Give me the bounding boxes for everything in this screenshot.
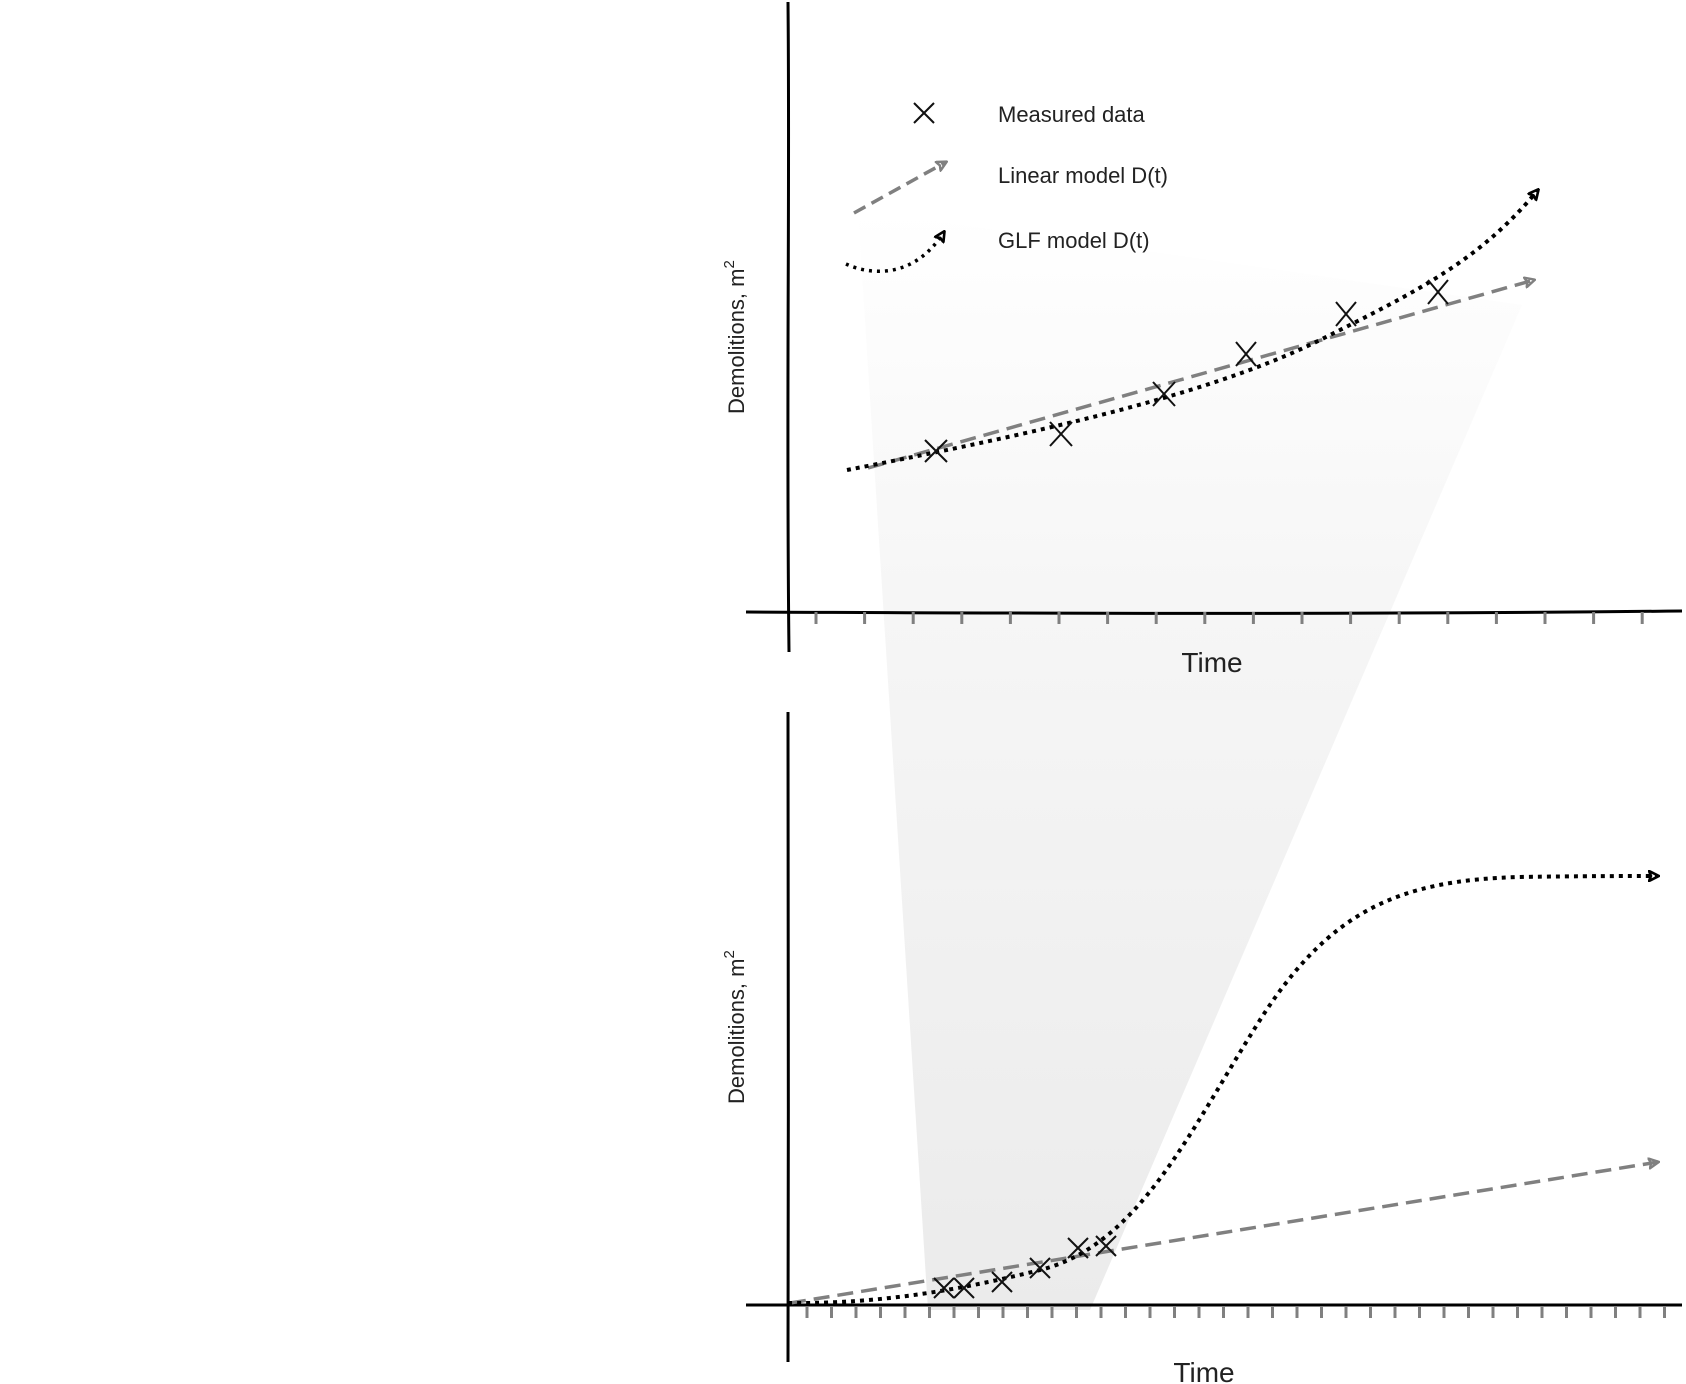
bottom-glf-model-curve — [787, 876, 1658, 1306]
cross-marker-icon — [913, 102, 935, 124]
top-x-axis — [745, 609, 1683, 615]
measured-point — [924, 439, 948, 463]
legend: Measured data Linear model D(t) GLF mode… — [845, 102, 1168, 274]
legend-glf-label: GLF model D(t) — [998, 228, 1150, 253]
measured-point — [953, 1277, 975, 1299]
top-x-label: Time — [1181, 647, 1242, 678]
measured-point — [1335, 301, 1357, 327]
top-glf-model-curve — [846, 190, 1538, 472]
bottom-y-axis — [785, 711, 791, 1363]
bottom-measured-points — [933, 1235, 1117, 1299]
measured-point — [933, 1277, 955, 1299]
legend-linear-label: Linear model D(t) — [998, 163, 1168, 188]
zoom-band — [858, 210, 1522, 1310]
measured-point — [1427, 279, 1449, 305]
bottom-x-ticks — [805, 1306, 1666, 1318]
measured-point — [1152, 381, 1176, 407]
top-linear-model-line — [867, 280, 1534, 470]
bottom-x-label: Time — [1173, 1357, 1234, 1384]
dotted-arrow-icon — [845, 232, 944, 274]
measured-point — [1235, 341, 1257, 367]
top-panel: Time Demolitions, m2 Measured data Linea… — [721, 1, 1683, 678]
measured-point — [1067, 1237, 1089, 1259]
dashed-arrow-icon — [853, 162, 946, 215]
measured-point — [1095, 1235, 1117, 1257]
measured-point — [1029, 1257, 1051, 1279]
measured-point — [1049, 421, 1073, 447]
top-measured-points — [924, 279, 1449, 463]
top-y-label: Demolitions, m2 — [721, 260, 749, 414]
bottom-y-label: Demolitions, m2 — [721, 950, 749, 1104]
top-y-axis — [786, 1, 791, 653]
bottom-panel: Time Demolitions, m2 — [721, 711, 1683, 1384]
legend-measured-label: Measured data — [998, 102, 1146, 127]
measured-point — [991, 1271, 1013, 1293]
top-x-ticks — [814, 612, 1644, 624]
